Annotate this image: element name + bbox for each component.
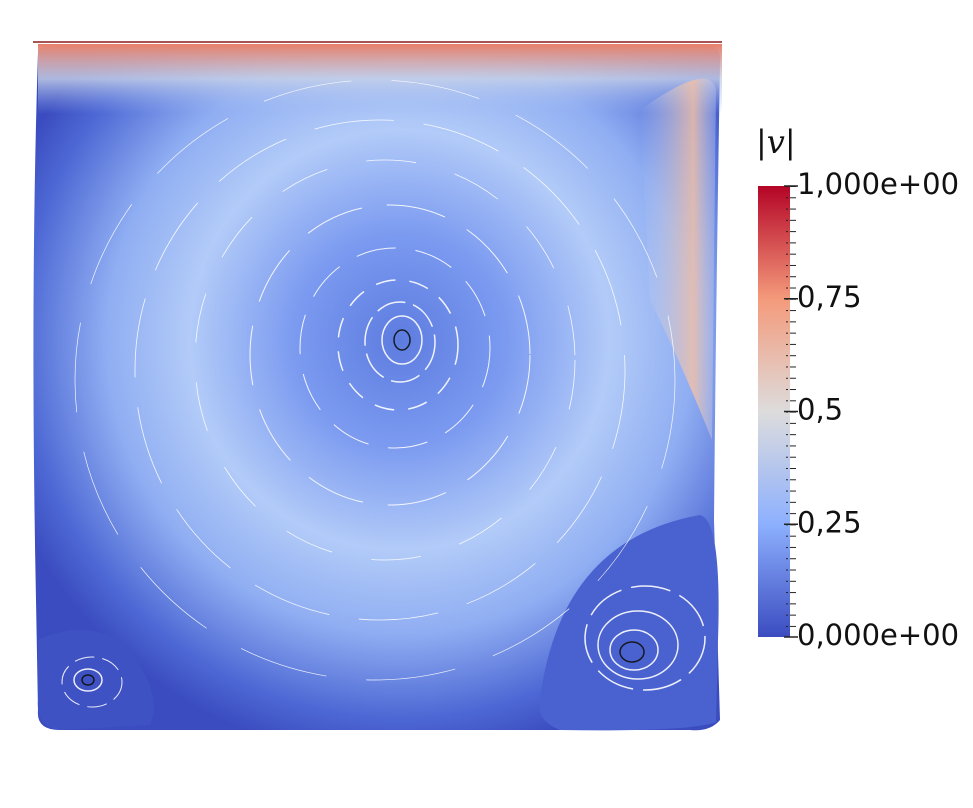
colorbar-tick-label: 1,000e+00: [797, 167, 959, 201]
colorbar-tick-label: 0,5: [797, 393, 843, 427]
colorbar-tick-label: 0,000e+00: [797, 618, 959, 652]
colorbar-tick-label: 0,75: [797, 280, 862, 314]
colorbar-tick-label: 0,25: [797, 505, 862, 539]
colorbar-label: |v|: [756, 123, 796, 161]
flow-field: [33, 41, 722, 731]
colorbar: |v| 1,000e+00 0,75 0,5 0,25 0,000e+00: [756, 123, 959, 652]
